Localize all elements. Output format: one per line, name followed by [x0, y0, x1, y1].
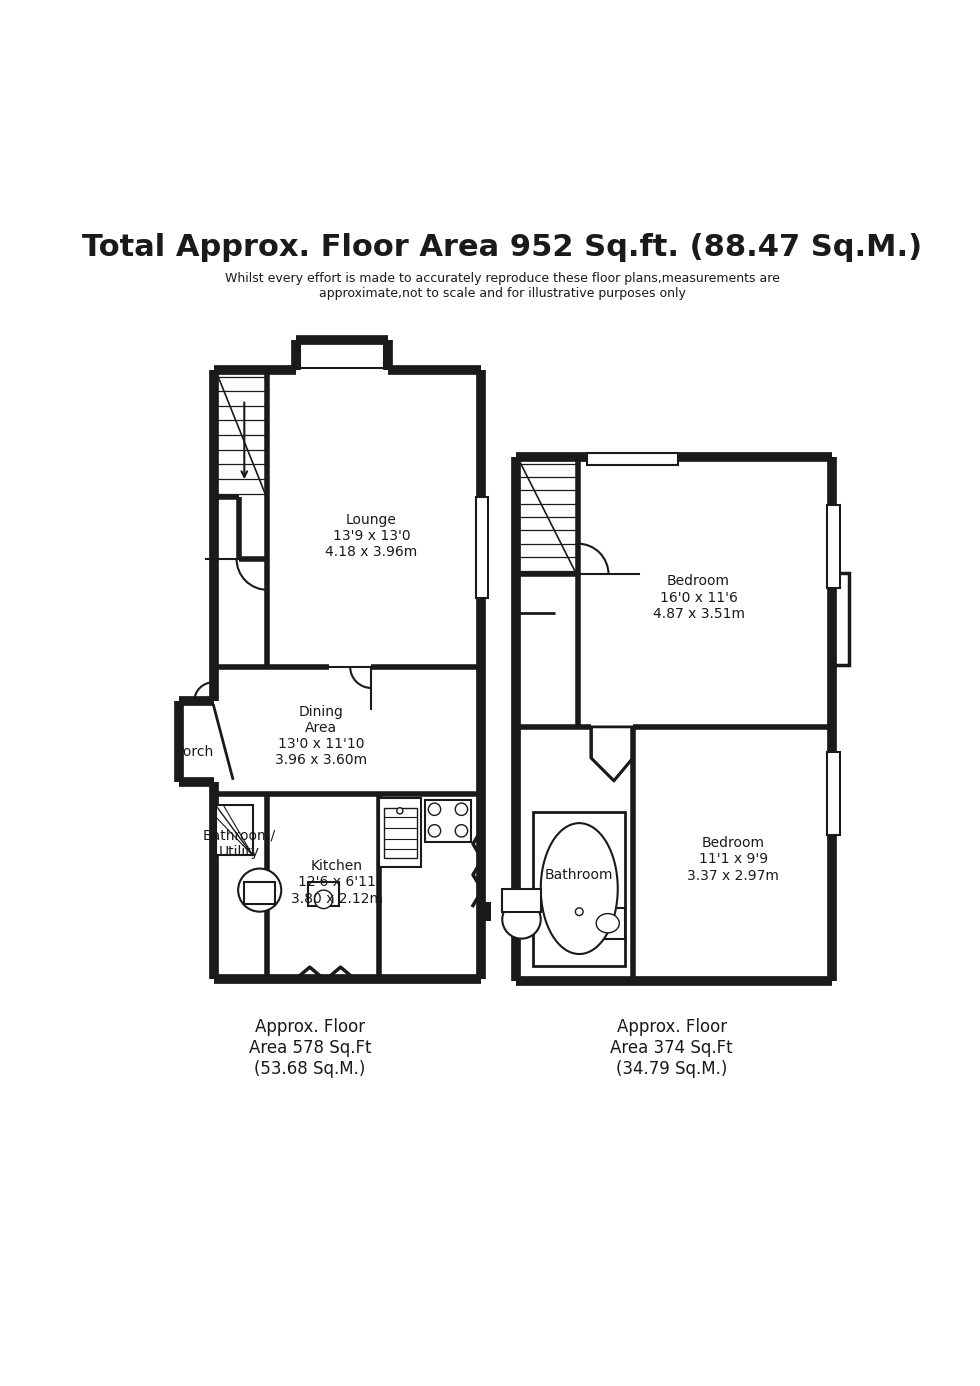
- Bar: [214, 370, 481, 979]
- Bar: [477, 902, 491, 920]
- Bar: [827, 751, 840, 834]
- Text: Bedroom
16'0 x 11'6
4.87 x 3.51m: Bedroom 16'0 x 11'6 4.87 x 3.51m: [653, 574, 745, 621]
- Text: Whilst every effort is made to accurately reproduce these floor plans,measuremen: Whilst every effort is made to accuratel…: [224, 272, 780, 299]
- Text: Kitchen
12'6 x 6'11
3.80 x 2.12m: Kitchen 12'6 x 6'11 3.80 x 2.12m: [291, 859, 383, 905]
- Bar: [244, 883, 275, 904]
- Text: Dining
Area
13'0 x 11'10
3.96 x 3.60m: Dining Area 13'0 x 11'10 3.96 x 3.60m: [275, 705, 368, 768]
- Bar: [425, 800, 471, 843]
- Bar: [179, 701, 214, 782]
- Circle shape: [456, 802, 467, 815]
- Circle shape: [238, 869, 281, 912]
- Circle shape: [575, 908, 583, 916]
- Bar: [516, 457, 832, 981]
- Text: Approx. Floor
Area 374 Sq.Ft
(34.79 Sq.M.): Approx. Floor Area 374 Sq.Ft (34.79 Sq.M…: [611, 1019, 733, 1078]
- Circle shape: [503, 900, 541, 938]
- Text: Approx. Floor
Area 578 Sq.Ft
(53.68 Sq.M.): Approx. Floor Area 578 Sq.Ft (53.68 Sq.M…: [249, 1019, 371, 1078]
- Bar: [832, 572, 849, 665]
- Bar: [384, 808, 416, 858]
- Ellipse shape: [596, 913, 619, 933]
- Ellipse shape: [541, 823, 617, 954]
- Bar: [300, 344, 384, 369]
- Text: Bathroom/
Utility: Bathroom/ Utility: [202, 829, 275, 859]
- Bar: [591, 908, 625, 938]
- Circle shape: [456, 825, 467, 837]
- Text: Bedroom
11'1 x 9'9
3.37 x 2.97m: Bedroom 11'1 x 9'9 3.37 x 2.97m: [687, 836, 779, 883]
- Circle shape: [397, 808, 403, 814]
- Bar: [379, 798, 421, 868]
- Bar: [587, 453, 678, 466]
- Bar: [533, 812, 625, 966]
- Text: Lounge
13'9 x 13'0
4.18 x 3.96m: Lounge 13'9 x 13'0 4.18 x 3.96m: [325, 513, 417, 559]
- Text: Bathroom: Bathroom: [545, 868, 613, 881]
- Bar: [827, 505, 840, 588]
- Circle shape: [428, 802, 441, 815]
- Bar: [503, 888, 541, 912]
- Text: Total Approx. Floor Area 952 Sq.ft. (88.47 Sq.M.): Total Approx. Floor Area 952 Sq.ft. (88.…: [82, 233, 922, 262]
- Polygon shape: [591, 726, 633, 780]
- Bar: [296, 340, 388, 370]
- Bar: [309, 883, 339, 905]
- Circle shape: [428, 825, 441, 837]
- Text: Porch: Porch: [175, 744, 214, 758]
- Bar: [216, 805, 253, 855]
- Bar: [476, 498, 488, 597]
- Circle shape: [315, 890, 333, 909]
